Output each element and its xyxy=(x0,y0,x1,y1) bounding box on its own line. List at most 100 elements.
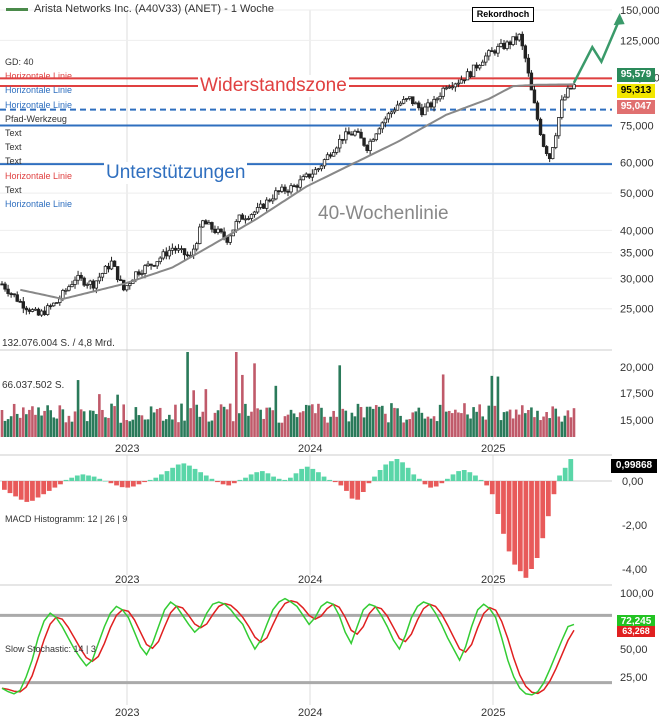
candle-body xyxy=(502,42,506,49)
volume-bar xyxy=(441,374,445,437)
volume-bar xyxy=(314,413,317,437)
legend-item[interactable]: Text xyxy=(5,142,22,153)
volume-bar xyxy=(234,352,238,437)
macd-bar xyxy=(18,481,24,500)
volume-bar xyxy=(219,404,223,437)
macd-bar xyxy=(13,481,18,497)
volume-bar xyxy=(524,413,527,437)
volume-bar xyxy=(466,414,469,437)
candle-body xyxy=(140,273,144,275)
candle-body xyxy=(289,185,293,193)
volume-bar xyxy=(122,404,126,437)
candle-body xyxy=(97,276,102,282)
candle-body xyxy=(210,222,214,230)
volume-bar xyxy=(73,411,77,437)
candle-body xyxy=(365,144,369,151)
legend-item[interactable]: Text xyxy=(5,128,22,139)
volume-bar xyxy=(545,412,548,437)
macd-bar xyxy=(377,470,383,481)
volume-bar xyxy=(323,416,326,437)
volume-bar xyxy=(174,404,177,437)
macd-bar xyxy=(523,481,529,578)
volume-bar xyxy=(52,417,56,437)
candle-body xyxy=(383,118,388,124)
candle-body xyxy=(389,111,394,115)
volume-bar xyxy=(463,403,466,437)
candle-body xyxy=(9,293,13,295)
volume-bar xyxy=(244,403,247,437)
legend-item[interactable]: Pfad-Werkzeug xyxy=(5,113,67,124)
legend-item[interactable]: Text xyxy=(5,184,22,195)
legend-item[interactable]: Horizontale Linie xyxy=(5,71,73,82)
legend-item[interactable]: Horizontale Linie xyxy=(5,85,73,96)
price-tick-label: 150,000 xyxy=(620,5,659,17)
volume-bar xyxy=(192,390,195,437)
volume-bar xyxy=(171,419,174,437)
volume-bar xyxy=(283,416,287,437)
volume-bar xyxy=(390,403,393,437)
candle-body xyxy=(3,283,7,290)
candle-body xyxy=(371,139,375,142)
volume-bar xyxy=(265,407,269,437)
candle-body xyxy=(520,33,524,47)
candle-body xyxy=(386,113,391,120)
volume-bar xyxy=(347,421,351,437)
candle-body xyxy=(280,186,284,192)
volume-bar xyxy=(371,408,375,437)
unterstuetzung-lines xyxy=(0,124,612,166)
volume-bar xyxy=(426,416,430,437)
volume-tick-label: 17,500 xyxy=(620,388,654,400)
legend-item[interactable]: Horizontale Linie xyxy=(5,199,73,210)
price-candles xyxy=(0,31,576,317)
price-tick-label: 50,000 xyxy=(620,188,654,200)
candle-body xyxy=(331,152,336,157)
volume-bar xyxy=(25,414,28,437)
candle-body xyxy=(204,220,208,225)
volume-bar xyxy=(405,419,408,437)
volume-bar xyxy=(113,406,116,437)
volume-bar xyxy=(186,352,189,437)
candle-body xyxy=(450,86,454,89)
x-tick-label: 2025 xyxy=(481,443,505,455)
macd-bar xyxy=(282,479,288,481)
legend-item[interactable]: Horizontale Linie xyxy=(5,170,73,181)
candle-body xyxy=(341,138,345,141)
macd-bar xyxy=(310,468,316,481)
candle-body xyxy=(249,214,254,219)
volume-bar xyxy=(104,417,107,437)
candle-body xyxy=(398,102,403,106)
volume-bar xyxy=(128,421,132,437)
volume-bar xyxy=(533,417,536,437)
candle-body xyxy=(471,64,476,78)
volume-bar xyxy=(317,403,320,437)
legend-item[interactable]: Text xyxy=(5,156,22,167)
candle-body xyxy=(350,133,354,136)
candle-body xyxy=(155,261,159,267)
candle-body xyxy=(532,89,537,104)
candle-body xyxy=(201,220,205,228)
candle-body xyxy=(514,36,518,41)
price-tick-label: 125,000 xyxy=(620,35,659,47)
volume-bar xyxy=(277,422,281,437)
legend-item[interactable]: GD: 40 xyxy=(5,57,34,67)
volume-bar xyxy=(563,415,567,437)
volume-top-label: 132.076.004 S. / 4,8 Mrd. xyxy=(2,338,115,349)
volume-bar xyxy=(34,414,37,437)
macd-bar xyxy=(24,481,30,502)
volume-bar xyxy=(362,417,366,437)
volume-bar xyxy=(216,410,220,437)
chart-title: Arista Networks Inc. (A40V33) (ANET) - 1… xyxy=(34,3,275,15)
legend-item[interactable]: Horizontale Linie xyxy=(5,99,73,110)
candle-body xyxy=(304,173,308,177)
volume-bar xyxy=(572,408,576,437)
volume-bar xyxy=(454,409,457,437)
macd-bar xyxy=(355,481,361,500)
macd-bar xyxy=(332,481,338,483)
candle-body xyxy=(240,214,245,220)
macd-bar xyxy=(203,475,209,481)
volume-bar xyxy=(37,407,40,437)
volume-bar xyxy=(238,413,241,437)
candle-body xyxy=(143,265,147,274)
candle-body xyxy=(316,168,321,171)
volume-bar xyxy=(280,422,284,437)
